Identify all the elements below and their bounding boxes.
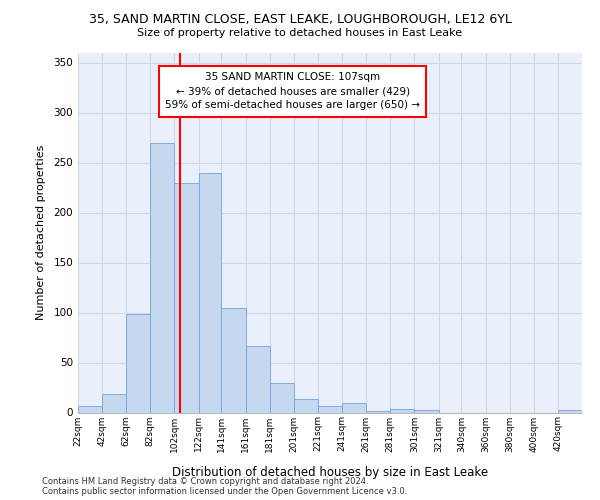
Bar [294, 398, 318, 412]
Text: 35 SAND MARTIN CLOSE: 107sqm
← 39% of detached houses are smaller (429)
59% of s: 35 SAND MARTIN CLOSE: 107sqm ← 39% of de… [165, 72, 420, 110]
Text: Size of property relative to detached houses in East Leake: Size of property relative to detached ho… [137, 28, 463, 38]
Bar [270, 382, 294, 412]
Bar [221, 308, 245, 412]
Bar [390, 408, 415, 412]
Bar [245, 346, 270, 412]
Y-axis label: Number of detached properties: Number of detached properties [37, 145, 46, 320]
Bar [318, 406, 342, 412]
Bar [102, 394, 126, 412]
Bar [342, 402, 366, 412]
Bar [558, 410, 582, 412]
Bar [199, 172, 221, 412]
Bar [151, 142, 175, 412]
Bar [78, 406, 102, 412]
Bar [415, 410, 439, 412]
Bar [366, 410, 390, 412]
X-axis label: Distribution of detached houses by size in East Leake: Distribution of detached houses by size … [172, 466, 488, 478]
Text: Contains HM Land Registry data © Crown copyright and database right 2024.: Contains HM Land Registry data © Crown c… [42, 477, 368, 486]
Text: 35, SAND MARTIN CLOSE, EAST LEAKE, LOUGHBOROUGH, LE12 6YL: 35, SAND MARTIN CLOSE, EAST LEAKE, LOUGH… [89, 12, 511, 26]
Text: Contains public sector information licensed under the Open Government Licence v3: Contains public sector information licen… [42, 487, 407, 496]
Bar [126, 314, 151, 412]
Bar [175, 182, 199, 412]
